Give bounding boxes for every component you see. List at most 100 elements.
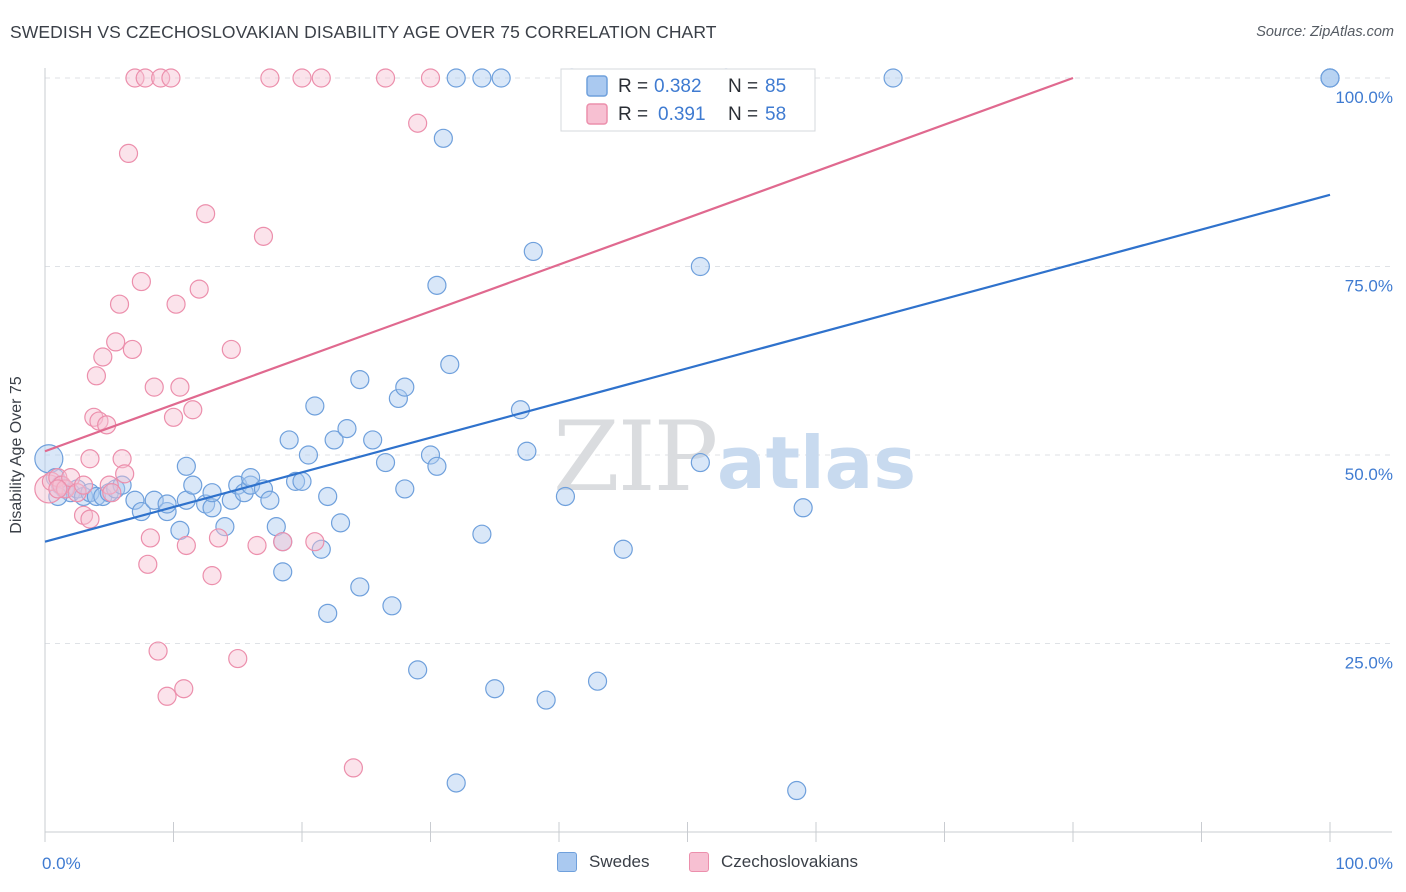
czechoslovakians-point: [144, 377, 164, 397]
swedes-point: [427, 275, 447, 295]
swedes-point: [86, 486, 107, 507]
legend-n-value-czechoslovakians: 58: [765, 104, 786, 125]
swedes-point: [787, 780, 807, 801]
swedes-point: [375, 452, 396, 473]
czechoslovakians-point: [202, 566, 222, 586]
x-tick-label-max: 100.0%: [1335, 854, 1393, 873]
swedes-point: [305, 396, 325, 416]
swedes-trend-line: [44, 193, 1331, 543]
czechoslovakians-point: [260, 68, 280, 88]
trendlines: [44, 76, 1331, 543]
legend-r-value-swedes: 0.382: [654, 76, 702, 97]
stats-legend: R = 0.382 N = 85 R = 0.391 N = 58: [560, 68, 816, 132]
czechoslovakians-point: [73, 475, 94, 495]
czechoslovakians-point: [408, 113, 428, 133]
swedes-point: [144, 490, 164, 510]
swedes-point: [285, 471, 306, 491]
swedes-point: [350, 370, 370, 390]
swedes-point: [472, 524, 492, 544]
czechoslovakians-point: [80, 449, 100, 469]
czechoslovakians-point: [221, 339, 241, 360]
bottom-legend-item-czechoslovakians: Czechoslovakians: [689, 852, 858, 872]
bottom-legend-item-swedes: Swedes: [557, 852, 649, 872]
czechoslovakians-point: [420, 68, 441, 88]
swedes-point: [446, 773, 466, 793]
x-ticks: [44, 822, 1331, 842]
axes: [44, 68, 1392, 833]
swedes-point: [279, 430, 299, 450]
legend-swatch-swedes: [586, 75, 608, 97]
swedes-point: [395, 479, 415, 499]
swedes-point: [555, 486, 576, 507]
swedes-point: [1320, 68, 1340, 88]
czechoslovakians-point: [292, 68, 312, 88]
swedes-point: [350, 577, 370, 597]
bottom-legend-swatch-czechoslovakians: [689, 852, 709, 872]
czechoslovakians-point: [163, 407, 184, 427]
legend-n-label-swedes: N =: [728, 76, 758, 97]
czechoslovakians-point: [106, 332, 126, 352]
czechoslovakians-point: [118, 143, 139, 163]
swedes-point: [388, 388, 408, 409]
czechoslovakians-point: [138, 554, 158, 574]
czechoslovakians-point: [247, 535, 267, 556]
czechoslovakians-point: [166, 294, 186, 314]
swedes-point: [587, 671, 608, 691]
czechoslovakians-point: [189, 279, 209, 299]
y-tick-label-1: 75.0%: [1345, 276, 1393, 295]
swedes-point: [273, 562, 293, 582]
czechoslovakians-point: [176, 535, 196, 556]
watermark: ZIP atlas: [553, 401, 916, 513]
swedes-point: [433, 128, 453, 148]
swedes-point: [363, 430, 383, 450]
swedes-point: [202, 498, 222, 518]
legend-n-label-czechoslovakians: N =: [728, 104, 758, 125]
czechoslovakians-point: [109, 294, 130, 314]
swedes-point: [260, 490, 280, 510]
czechoslovakians-point: [196, 204, 216, 224]
legend-n-value-swedes: 85: [765, 76, 786, 97]
swedes-point: [690, 256, 710, 277]
czechoslovakians-point: [48, 479, 68, 499]
swedes-point: [382, 596, 402, 616]
swedes-point: [517, 441, 537, 461]
swedes-point: [125, 490, 145, 510]
swedes-point: [536, 690, 556, 710]
legend-swatch-czechoslovakians: [586, 103, 608, 125]
swedes-point: [318, 486, 338, 507]
swedes-point: [420, 445, 441, 465]
czechoslovakians-point: [208, 528, 229, 548]
y-tick-label-2: 50.0%: [1345, 465, 1393, 484]
swedes-point: [183, 475, 203, 495]
czechoslovakians-point: [170, 377, 190, 397]
czechoslovakians-point: [157, 686, 177, 706]
x-tick-label-min: 0.0%: [42, 854, 81, 873]
czechoslovakians-point: [305, 532, 325, 552]
czechoslovakians-point: [311, 68, 331, 88]
swedes-point: [440, 354, 460, 375]
swedes-point: [298, 445, 319, 465]
czechoslovakians-point: [55, 479, 76, 499]
source-label: Source: ZipAtlas.com: [1256, 24, 1394, 40]
czechoslovakians-point: [112, 449, 132, 469]
swedes-point: [472, 68, 492, 88]
swedes-point: [395, 377, 415, 397]
legend-r-label-czechoslovakians: R =: [618, 104, 648, 125]
czechoslovakians-trend-line: [44, 76, 1074, 453]
czechoslovakians-point: [67, 483, 87, 503]
watermark-zip: ZIP: [553, 401, 716, 513]
czechoslovakians-point: [86, 366, 107, 386]
bottom-legend-label-swedes: Swedes: [589, 852, 650, 871]
czechoslovakians-point: [80, 509, 100, 529]
czechoslovakians-point: [148, 641, 168, 661]
swedes-point: [408, 660, 428, 680]
swedes-point: [318, 603, 338, 623]
bottom-legend: Swedes Czechoslovakians: [0, 852, 1406, 876]
legend-r-value-czechoslovakians: 0.391: [658, 104, 706, 125]
czechoslovakians-point: [228, 648, 248, 669]
swedes-point: [523, 241, 543, 262]
czechoslovakians-point: [125, 68, 145, 88]
swedes-point: [883, 68, 903, 88]
swedes-point: [690, 452, 710, 473]
y-tick-label-3: 25.0%: [1345, 653, 1393, 672]
